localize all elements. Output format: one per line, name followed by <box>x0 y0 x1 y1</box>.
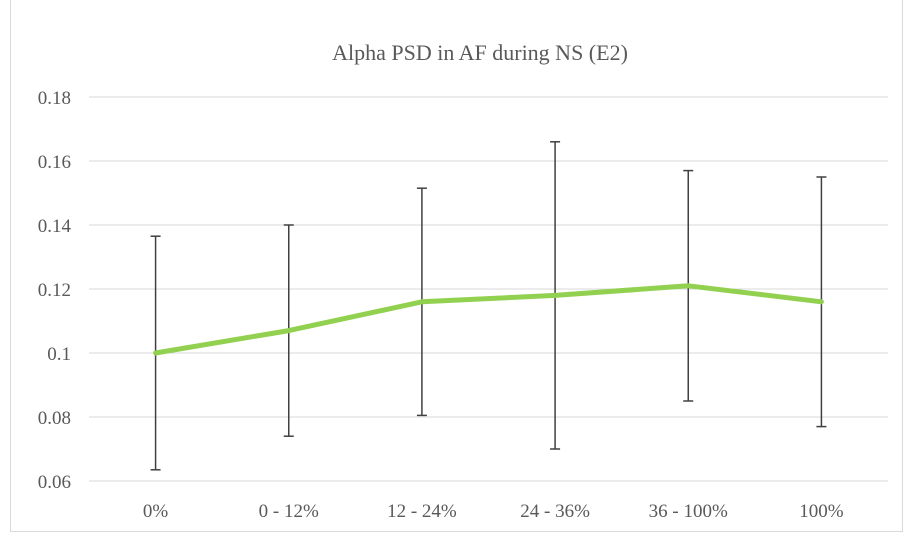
x-tick-label: 36 - 100% <box>649 501 728 522</box>
y-tick-label: 0.12 <box>38 280 71 301</box>
x-tick-label: 0% <box>143 501 169 522</box>
x-tick-label: 12 - 24% <box>387 501 457 522</box>
x-tick-label: 24 - 36% <box>520 501 590 522</box>
y-tick-label: 0.1 <box>47 344 71 365</box>
y-axis-tick-labels: 0.06 0.08 0.1 0.12 0.14 0.16 0.18 <box>38 88 72 493</box>
x-axis-tick-labels: 0% 0 - 12% 12 - 24% 24 - 36% 36 - 100% 100% <box>143 501 844 522</box>
error-bars <box>150 141 827 471</box>
series-line-layer <box>153 283 824 356</box>
y-tick-label: 0.18 <box>38 88 71 109</box>
chart-title: Alpha PSD in AF during NS (E2) <box>332 40 628 65</box>
series-line <box>153 283 824 356</box>
y-tick-label: 0.06 <box>38 472 71 493</box>
y-tick-label: 0.14 <box>38 216 72 237</box>
x-tick-label: 0 - 12% <box>259 501 319 522</box>
y-tick-label: 0.16 <box>38 152 71 173</box>
x-tick-label: 100% <box>799 501 844 522</box>
gridlines <box>89 96 888 482</box>
chart-frame <box>10 0 903 532</box>
y-tick-label: 0.08 <box>38 408 71 429</box>
